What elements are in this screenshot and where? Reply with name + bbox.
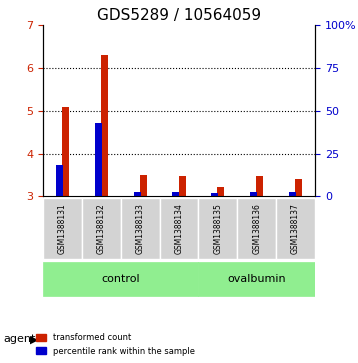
Text: ▶: ▶ [30,334,39,344]
Title: GDS5289 / 10564059: GDS5289 / 10564059 [97,8,261,23]
Text: GSM1388135: GSM1388135 [213,203,222,254]
Text: GSM1388136: GSM1388136 [252,203,261,254]
Text: GSM1388137: GSM1388137 [291,203,300,254]
Bar [256,176,263,196]
Bar [173,192,179,196]
Bar [140,175,147,196]
FancyBboxPatch shape [121,197,160,259]
Bar [101,55,108,196]
Bar [289,192,296,196]
Text: GSM1388131: GSM1388131 [58,203,67,254]
FancyBboxPatch shape [198,197,237,259]
FancyBboxPatch shape [82,197,121,259]
Bar [211,193,218,196]
Text: GSM1388133: GSM1388133 [136,203,145,254]
FancyBboxPatch shape [237,197,276,259]
FancyBboxPatch shape [198,262,315,296]
Text: GSM1388132: GSM1388132 [97,203,106,254]
Bar [62,107,69,196]
FancyBboxPatch shape [43,262,198,296]
Text: ovalbumin: ovalbumin [227,274,286,284]
Text: control: control [101,274,140,284]
Bar [250,192,257,196]
Text: agent: agent [4,334,36,344]
Bar [217,187,224,196]
FancyBboxPatch shape [276,197,315,259]
Bar [56,165,63,196]
FancyBboxPatch shape [43,197,82,259]
Bar [134,192,141,196]
Legend: transformed count, percentile rank within the sample: transformed count, percentile rank withi… [33,330,198,359]
Bar [95,123,102,196]
FancyBboxPatch shape [160,197,198,259]
Bar [295,179,302,196]
Bar [179,176,185,196]
Text: GSM1388134: GSM1388134 [174,203,184,254]
